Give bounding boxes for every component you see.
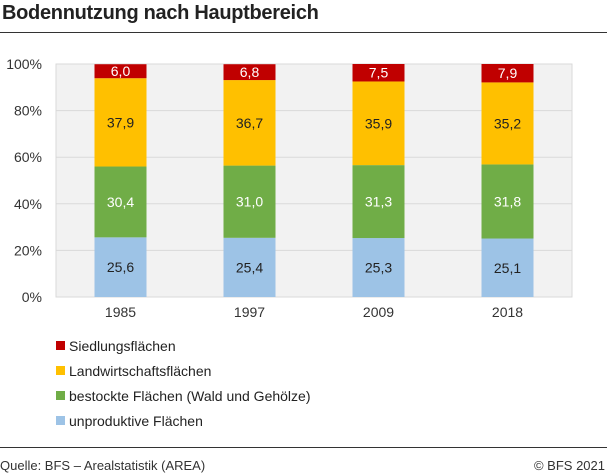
data-label: 7,9 bbox=[498, 65, 518, 81]
bar-segment bbox=[352, 165, 405, 239]
copyright-note: © BFS 2021 bbox=[533, 458, 605, 473]
x-tick-label: 1997 bbox=[234, 304, 265, 320]
bar-segment bbox=[352, 238, 405, 297]
bar-segment bbox=[94, 64, 147, 79]
data-label: 6,0 bbox=[111, 63, 131, 79]
bar-segment bbox=[481, 164, 534, 239]
bar-segment bbox=[481, 238, 534, 297]
y-tick-label: 100% bbox=[6, 56, 42, 72]
bar-segment bbox=[94, 237, 147, 297]
bar-segment bbox=[223, 165, 276, 238]
legend-item: Landwirtschaftsflächen bbox=[56, 358, 311, 383]
legend-item: Siedlungsflächen bbox=[56, 333, 311, 358]
bar-segment bbox=[94, 166, 147, 238]
title-divider bbox=[0, 32, 607, 33]
footer-divider bbox=[0, 447, 607, 448]
bar-segment bbox=[352, 81, 405, 166]
data-label: 31,8 bbox=[494, 193, 521, 209]
bar-segment bbox=[94, 78, 147, 167]
data-label: 25,4 bbox=[236, 259, 263, 275]
x-tick-label: 2018 bbox=[492, 304, 523, 320]
legend-swatch bbox=[56, 366, 65, 375]
data-label: 6,8 bbox=[240, 64, 260, 80]
y-tick-label: 0% bbox=[22, 289, 42, 305]
y-tick-label: 20% bbox=[14, 242, 42, 258]
legend: Siedlungsflächen Landwirtschaftsflächen be… bbox=[56, 333, 311, 433]
y-tick-label: 60% bbox=[14, 149, 42, 165]
legend-label: bestockte Flächen (Wald und Gehölze) bbox=[69, 387, 311, 404]
data-label: 31,0 bbox=[236, 194, 263, 210]
data-label: 25,1 bbox=[494, 260, 521, 276]
x-tick-label: 2009 bbox=[363, 304, 394, 320]
legend-swatch bbox=[56, 341, 65, 350]
legend-swatch bbox=[56, 391, 65, 400]
x-tick-label: 1985 bbox=[105, 304, 136, 320]
legend-label: unproduktive Flächen bbox=[69, 412, 203, 429]
source-note: Quelle: BFS – Arealstatistik (AREA) bbox=[0, 458, 206, 473]
bar-segment bbox=[481, 64, 534, 83]
bar-segment bbox=[481, 82, 534, 165]
legend-label: Siedlungsflächen bbox=[69, 337, 176, 354]
legend-item: bestockte Flächen (Wald und Gehölze) bbox=[56, 383, 311, 408]
legend-label: Landwirtschaftsflächen bbox=[69, 362, 212, 379]
data-label: 25,6 bbox=[107, 259, 134, 275]
legend-item: unproduktive Flächen bbox=[56, 408, 311, 433]
chart-title: Bodennutzung nach Hauptbereich bbox=[2, 2, 319, 24]
bar-segment bbox=[223, 64, 276, 81]
bar-segment bbox=[223, 80, 276, 166]
data-label: 30,4 bbox=[107, 194, 134, 210]
legend-swatch bbox=[56, 416, 65, 425]
data-label: 31,3 bbox=[365, 194, 392, 210]
y-tick-label: 40% bbox=[14, 196, 42, 212]
bar-segment bbox=[223, 237, 276, 297]
data-label: 35,9 bbox=[365, 115, 392, 131]
data-label: 25,3 bbox=[365, 260, 392, 276]
data-label: 35,2 bbox=[494, 115, 521, 131]
y-tick-label: 80% bbox=[14, 103, 42, 119]
bar-segment bbox=[352, 64, 405, 82]
data-label: 7,5 bbox=[369, 65, 389, 81]
stacked-bar-chart: 0% 20% 40% 60% 80% 100% 25,6 30,4 37,9 6,0 1985 25,… bbox=[6, 56, 573, 320]
data-label: 37,9 bbox=[107, 114, 134, 130]
data-label: 36,7 bbox=[236, 115, 263, 131]
